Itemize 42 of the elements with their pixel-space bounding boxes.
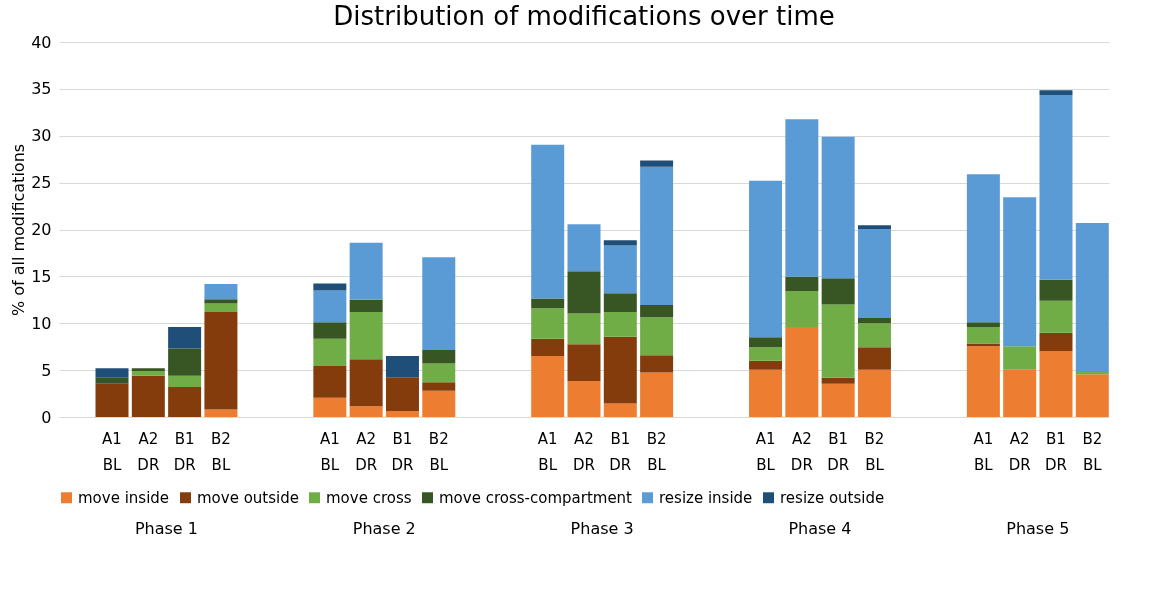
x-tick-label: A1 BL (319, 429, 340, 474)
x-tick-label: B1 DR (1045, 429, 1067, 474)
y-tick-label: 5 (41, 360, 52, 380)
x-tick-label: B1 DR (609, 429, 632, 474)
legend-label: resize inside (659, 488, 753, 507)
y-tick-label: 10 (31, 313, 52, 333)
text: Phase 2 (352, 519, 416, 538)
x-tick-label: A1 BL (102, 429, 122, 474)
x-tick-label: A1 BL (755, 429, 776, 474)
y-tick-label: 35 (31, 79, 52, 99)
legend-label: move cross (326, 488, 412, 507)
text: Phase 1 (134, 519, 198, 538)
text: Phase 3 (570, 519, 634, 538)
x-tick-label: B2 BL (646, 429, 667, 474)
x-tick-label: B2 BL (211, 429, 231, 474)
legend-label: move outside (197, 488, 299, 507)
x-tick-label: A2 DR (137, 429, 160, 474)
y-tick-label: 25 (31, 173, 52, 193)
legend-label: move inside (78, 488, 170, 507)
legend-label: move cross-compartment (439, 488, 633, 507)
x-tick-label: A2 DR (573, 429, 595, 474)
x-tick-label: B1 DR (827, 429, 850, 474)
text: Phase 5 (1006, 519, 1070, 538)
x-tick-label: B1 DR (391, 429, 414, 474)
legend-label: resize outside (780, 488, 885, 507)
x-tick-label: A2 DR (790, 429, 813, 474)
x-tick-label: A1 BL (537, 429, 558, 474)
x-tick-label: A1 BL (973, 429, 994, 474)
y-axis-title: % of all modifications (9, 143, 29, 317)
x-tick-label: B1 DR (173, 429, 196, 474)
x-tick-label: B2 BL (864, 429, 885, 474)
x-tick-label: B2 BL (1082, 429, 1103, 474)
y-tick-label: 40 (31, 32, 52, 52)
y-tick-label: 30 (31, 126, 52, 146)
x-tick-label: A2 DR (1008, 429, 1031, 474)
y-tick-label: 15 (31, 266, 52, 286)
y-tick-label: 0 (41, 407, 52, 427)
x-tick-label: A2 DR (355, 429, 378, 474)
chart-title: Distribution of modifications over time (333, 1, 835, 31)
x-tick-label: B2 BL (428, 429, 449, 474)
y-tick-label: 20 (31, 220, 52, 239)
text: Phase 4 (788, 519, 852, 538)
